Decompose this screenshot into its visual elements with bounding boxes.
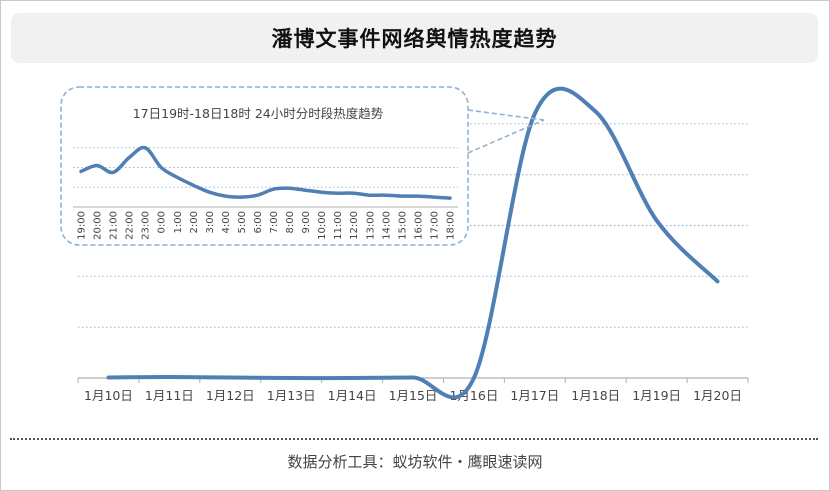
inset-x-tick-label: 23:00 bbox=[141, 211, 152, 240]
inset-series-line bbox=[79, 145, 452, 200]
inset-x-tick-label: 8:00 bbox=[285, 211, 296, 233]
footer-source: 数据分析工具：蚁坊软件・鹰眼速读网 bbox=[287, 453, 543, 471]
inset-x-tick-label: 9:00 bbox=[301, 211, 312, 233]
inset-x-tick-label: 20:00 bbox=[93, 211, 104, 240]
main-x-tick-label: 1月13日 bbox=[267, 388, 316, 403]
inset-x-tick-label: 6:00 bbox=[253, 211, 264, 233]
inset-connector-top bbox=[467, 109, 545, 121]
inset-x-tick-label: 11:00 bbox=[333, 211, 344, 240]
inset-x-tick-label: 0:00 bbox=[157, 211, 168, 233]
inset-x-tick-label: 14:00 bbox=[381, 211, 392, 240]
inset-x-tick-label: 13:00 bbox=[365, 211, 376, 240]
chart-title: 潘博文事件网络舆情热度趋势 bbox=[271, 27, 558, 51]
inset-x-tick-label: 16:00 bbox=[413, 211, 424, 240]
main-x-tick-label: 1月17日 bbox=[510, 388, 559, 403]
main-x-tick-label: 1月20日 bbox=[693, 388, 742, 403]
inset-x-tick-label: 1:00 bbox=[173, 211, 184, 233]
main-x-tick-label: 1月14日 bbox=[328, 388, 377, 403]
inset-x-tick-label: 17:00 bbox=[429, 211, 440, 240]
main-x-tick-label: 1月10日 bbox=[84, 388, 133, 403]
inset-x-tick-label: 7:00 bbox=[269, 211, 280, 233]
main-x-tick-label: 1月19日 bbox=[632, 388, 681, 403]
inset-x-tick-label: 18:00 bbox=[446, 211, 457, 240]
inset-x-tick-label: 22:00 bbox=[125, 211, 136, 240]
inset-x-tick-label: 2:00 bbox=[189, 211, 200, 233]
inset-frame bbox=[60, 86, 469, 246]
main-series-line bbox=[106, 86, 720, 400]
main-x-tick-label: 1月16日 bbox=[449, 388, 498, 403]
inset-x-tick-label: 12:00 bbox=[349, 211, 360, 240]
inset-x-tick-label: 19:00 bbox=[77, 211, 88, 240]
main-x-tick-label: 1月18日 bbox=[571, 388, 620, 403]
inset-x-tick-label: 3:00 bbox=[205, 211, 216, 233]
inset-x-tick-label: 4:00 bbox=[221, 211, 232, 233]
footer-divider bbox=[10, 438, 818, 440]
inset-x-tick-label: 21:00 bbox=[109, 211, 120, 240]
main-x-tick-label: 1月12日 bbox=[206, 388, 255, 403]
main-x-tick-label: 1月11日 bbox=[145, 388, 194, 403]
inset-x-tick-label: 10:00 bbox=[317, 211, 328, 240]
inset-x-tick-label: 15:00 bbox=[397, 211, 408, 240]
inset-title: 17日19时-18日18时 24小时分时段热度趋势 bbox=[133, 106, 384, 121]
inset-x-tick-label: 5:00 bbox=[237, 211, 248, 233]
title-bar: 潘博文事件网络舆情热度趋势 bbox=[11, 13, 818, 63]
main-x-tick-label: 1月15日 bbox=[389, 388, 438, 403]
inset-connector-bottom bbox=[467, 119, 545, 154]
